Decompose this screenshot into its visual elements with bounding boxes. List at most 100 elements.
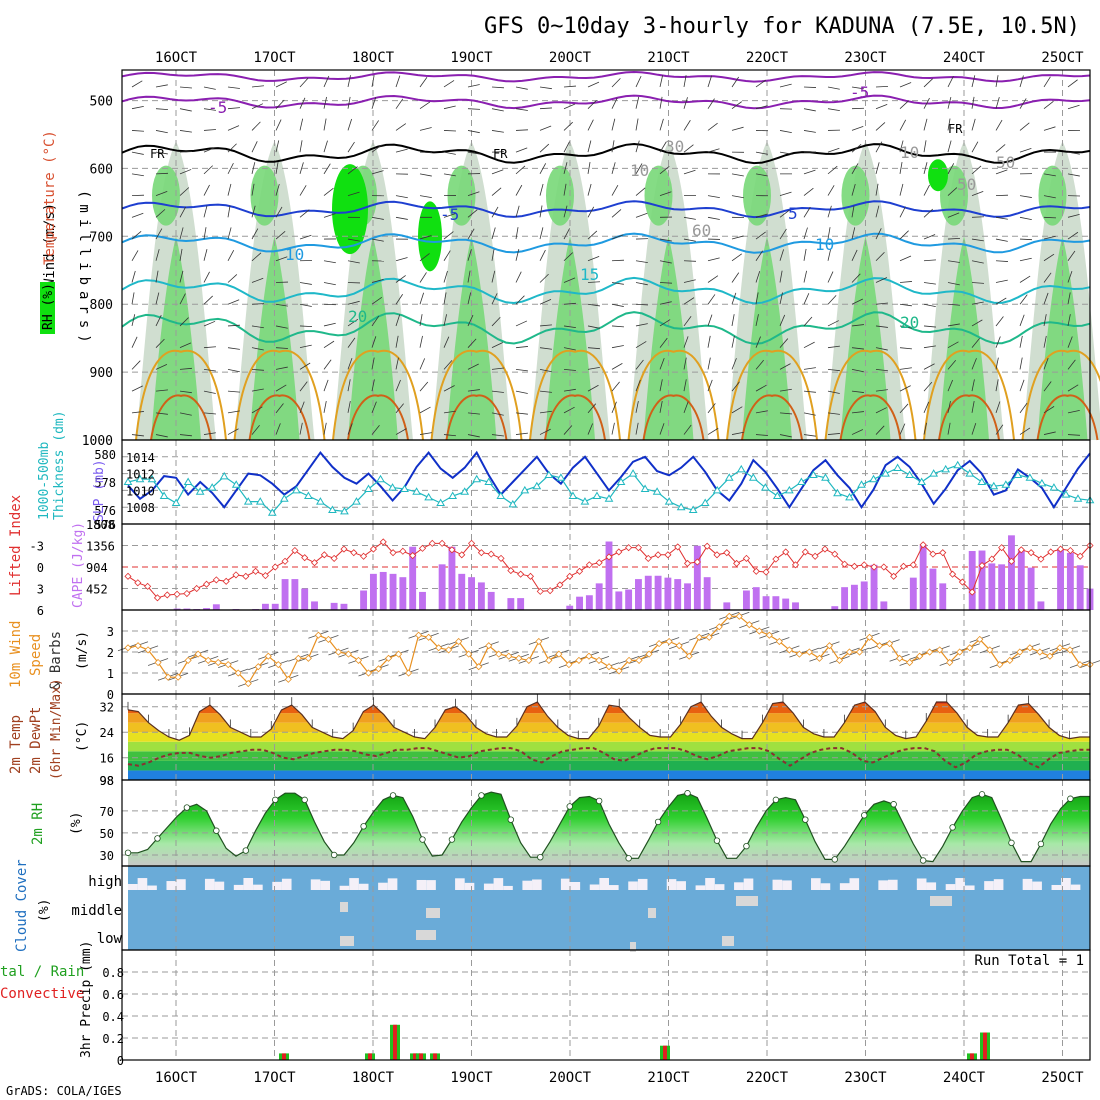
wind-barb: [371, 424, 380, 435]
wind-barb: [731, 314, 735, 327]
wind-barb: [851, 273, 861, 283]
wind-barb: [227, 274, 238, 283]
wind-speed-marker: [314, 631, 322, 639]
wind-barb: [227, 125, 240, 131]
lifted-index-marker: [301, 554, 309, 562]
wind-barb: [491, 434, 504, 437]
rh-marker: [713, 837, 721, 844]
cape-tick-label: 452: [86, 583, 108, 597]
temp-tick-label: 98: [100, 774, 114, 788]
wind-barb: [587, 423, 594, 435]
wind-barb: [659, 141, 667, 153]
wind-barb: [179, 130, 192, 133]
wind-barb: [515, 205, 520, 218]
wind-barb: [299, 185, 307, 196]
wind-barb: [899, 325, 912, 329]
wind-barb: [419, 358, 426, 370]
cape-bar: [183, 608, 191, 610]
wind-barb: [707, 122, 718, 131]
wind-speed-marker: [184, 656, 192, 664]
lifted-index-marker: [782, 548, 790, 556]
wind-barb: [899, 119, 907, 131]
wind-barb: [707, 195, 720, 199]
wind-barb: [203, 390, 216, 394]
wind-barb: [851, 390, 864, 393]
high-cloud-gap: [560, 878, 571, 890]
wind-barb: [443, 410, 456, 414]
wind-barb: [827, 345, 840, 349]
high-cloud-gap: [243, 878, 254, 890]
wind-speed-marker: [886, 640, 894, 648]
wind-barb: [1043, 76, 1051, 88]
wind-barb: [251, 347, 264, 351]
wind-barb: [251, 303, 265, 305]
lifted-index-marker: [448, 546, 456, 554]
wind-barb: [899, 281, 912, 283]
wind-barb: [947, 401, 951, 413]
wind-barb: [971, 118, 976, 131]
wind-barb: [443, 360, 453, 370]
wind-barb: [155, 270, 159, 283]
wind-barb: [251, 205, 256, 218]
wind-barb: [803, 390, 816, 393]
thickness-marker: [183, 477, 193, 485]
wind-barb: [515, 390, 528, 394]
high-cloud-gap: [378, 882, 388, 890]
temp-contour-30: [544, 394, 606, 441]
wind-speed-marker: [1066, 646, 1074, 654]
wind-barb: [947, 187, 958, 196]
wind-barb: [755, 213, 768, 218]
temp-color-band: [128, 751, 1090, 761]
top-date-label: 16OCT: [155, 50, 198, 66]
thickness-marker: [652, 487, 662, 495]
wind-barb: [395, 257, 408, 262]
wind-barb: [515, 227, 519, 240]
wind-barb: [683, 297, 695, 305]
wind-barb: [683, 260, 697, 262]
wind-barb: [1067, 336, 1073, 348]
wind-barb: [443, 250, 451, 261]
temp-contour-25: [233, 349, 326, 441]
wind-barb: [947, 282, 960, 286]
wind-barb: [755, 79, 767, 88]
wind-barb: [179, 206, 187, 218]
lifted-index-marker: [291, 546, 299, 555]
cape-axis-label: CAPE (J/kg): [71, 522, 86, 608]
rh-tick-label: 70: [100, 805, 114, 819]
wind-barb: [155, 172, 169, 175]
top-date-label: 19OCT: [450, 50, 493, 66]
wind-speed-marker: [455, 637, 463, 646]
thickness-marker: [532, 481, 542, 490]
wind-barb: [371, 170, 384, 175]
wind-speed-marker: [926, 648, 934, 656]
wind-barb: [395, 148, 408, 153]
rh-marker: [507, 816, 515, 823]
high-cloud-gap: [811, 878, 821, 890]
dewpoint-axis-label: 2m DewPt: [28, 707, 44, 774]
slp-tick-label: 1014: [126, 451, 155, 465]
rh-marker: [272, 796, 279, 804]
wind-barb: [467, 130, 480, 134]
wind-barb: [635, 187, 646, 196]
wind-speed-marker: [445, 646, 453, 654]
high-cloud-gap: [955, 878, 965, 890]
lifted-index-marker: [379, 538, 387, 546]
cape-bar: [968, 551, 976, 610]
wind-barb: [443, 213, 456, 218]
panel-frame-precip: [121, 949, 1091, 1061]
lifted-index-marker: [124, 572, 132, 580]
high-cloud-gap: [782, 880, 792, 890]
lifted-index-marker: [693, 558, 701, 566]
lifted-index-marker: [841, 560, 849, 568]
wind-barb: [923, 78, 933, 88]
wind-barb: [587, 281, 601, 283]
thickness-marker: [436, 498, 446, 506]
lifted-index-marker: [703, 542, 711, 550]
cape-bar: [399, 577, 407, 610]
cape-bar: [625, 589, 633, 610]
wind-speed-marker: [515, 654, 523, 662]
cape-bar: [988, 563, 996, 610]
thickness-tick-label: 580: [94, 448, 116, 462]
wind-barb: [1067, 213, 1080, 218]
cape-bar: [860, 581, 868, 610]
